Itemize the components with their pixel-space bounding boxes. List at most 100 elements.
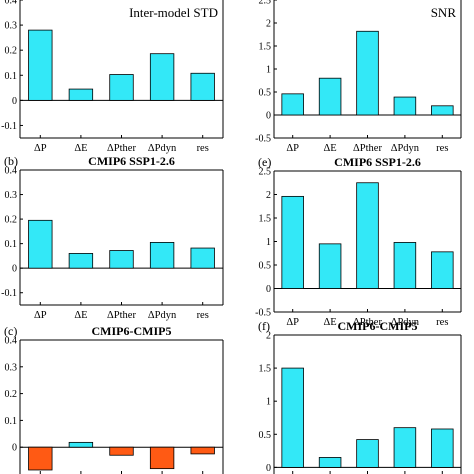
y-tick-label: 0	[266, 284, 271, 295]
panel-annotation: Inter-model STD	[129, 5, 218, 20]
bar-res	[190, 247, 215, 269]
y-tick-label: 0	[266, 111, 271, 122]
bar-ΔPther	[109, 250, 134, 269]
y-tick-label: 0.2	[5, 215, 18, 226]
bar-ΔPdyn	[149, 53, 175, 101]
y-tick-label: 2	[266, 331, 271, 342]
x-tick-label: ΔP	[34, 143, 47, 154]
y-tick-label: 0.1	[5, 239, 18, 250]
y-tick-label: -0.1	[1, 288, 17, 299]
y-tick-label: -0.5	[255, 134, 271, 145]
bar-ΔPdyn	[393, 242, 417, 289]
y-tick-label: 0.5	[259, 88, 272, 99]
x-tick-label: ΔPther	[353, 143, 382, 154]
bar-ΔPther	[356, 182, 379, 289]
bar-ΔE	[318, 77, 342, 116]
y-tick-label: 0.3	[5, 190, 18, 201]
y-tick-label: 2.5	[259, 0, 272, 7]
x-tick-label: ΔE	[74, 310, 87, 321]
panel-annotation: SNR	[431, 5, 457, 20]
y-tick-label: 0.4	[5, 0, 18, 7]
panel-label: (f)	[258, 319, 270, 333]
y-tick-label: 2	[266, 19, 271, 30]
bar-ΔPdyn	[149, 446, 175, 470]
bar-ΔPdyn	[393, 427, 417, 468]
x-tick-label: ΔE	[74, 143, 87, 154]
x-tick-label: ΔP	[286, 317, 299, 328]
y-tick-label: 0.4	[5, 336, 18, 347]
panel-3: -0.1 0 0.1 0.2 0.3 0.4 ΔP ΔE ΔPther ΔPdyn res (b) CM…	[1, 154, 224, 321]
x-tick-label: ΔE	[324, 143, 337, 154]
panel-title: CMIP6 SSP1-2.6	[88, 154, 175, 168]
x-tick-label: res	[197, 310, 209, 321]
x-tick-label: ΔPther	[353, 317, 382, 328]
bar-ΔE	[68, 88, 94, 101]
y-tick-label: 0.4	[5, 166, 18, 177]
panel-label: (c)	[4, 324, 17, 338]
bar-res	[431, 105, 454, 116]
x-tick-label: ΔPdyn	[391, 143, 420, 154]
panel-title: CMIP6-CMIP5	[92, 324, 172, 338]
bar-ΔP	[28, 29, 53, 101]
y-tick-label: -0.1	[1, 121, 17, 132]
bar-res	[431, 251, 454, 289]
y-tick-label: 2.5	[259, 167, 272, 178]
y-tick-label: 0	[266, 463, 271, 474]
panel-title: CMIP6 SSP1-2.6	[334, 155, 421, 169]
y-tick-label: 1	[266, 397, 271, 408]
y-tick-label: 0.2	[5, 389, 18, 400]
x-tick-label: ΔE	[324, 317, 337, 328]
y-tick-label: 2	[266, 190, 271, 201]
bar-ΔP	[28, 446, 53, 471]
bar-ΔPther	[356, 439, 379, 468]
x-tick-label: ΔPther	[107, 143, 136, 154]
panel-4: -0.5 0 0.5 1 1.5 2 2.5 ΔP ΔE ΔPther ΔPdyn res (e) CMI…	[255, 155, 462, 328]
bar-res	[190, 446, 215, 455]
bar-ΔPdyn	[149, 242, 175, 269]
bar-ΔE	[68, 441, 94, 448]
y-tick-label: 1	[266, 237, 271, 248]
y-tick-label: 0	[12, 264, 17, 275]
y-tick-label: 1.5	[259, 42, 272, 53]
bar-res	[190, 72, 215, 101]
x-tick-label: ΔP	[286, 143, 299, 154]
y-tick-label: 1.5	[259, 214, 272, 225]
x-tick-label: res	[436, 317, 448, 328]
bar-ΔP	[28, 219, 53, 269]
y-tick-label: 0.1	[5, 71, 18, 82]
bar-ΔPdyn	[393, 96, 417, 116]
x-tick-label: ΔPdyn	[148, 310, 177, 321]
bar-ΔPther	[109, 74, 134, 101]
y-tick-label: 0.2	[5, 46, 18, 57]
bar-ΔP	[281, 367, 304, 468]
x-tick-label: ΔPdyn	[391, 317, 420, 328]
bar-ΔPther	[356, 30, 379, 116]
y-tick-label: 0.5	[259, 261, 272, 272]
panel-5: 0 0.1 0.2 0.3 0.4(c) CMIP6-CMIP5	[4, 324, 224, 474]
y-tick-label: -0.5	[255, 308, 271, 319]
x-tick-label: ΔP	[34, 310, 47, 321]
bar-ΔE	[68, 253, 94, 269]
y-tick-label: 0.5	[259, 430, 272, 441]
y-tick-label: 0.3	[5, 362, 18, 373]
bar-ΔP	[281, 195, 304, 289]
bar-ΔE	[318, 457, 342, 468]
y-tick-label: 0	[12, 96, 17, 107]
x-tick-label: ΔPther	[107, 310, 136, 321]
panel-label: (b)	[4, 154, 18, 168]
y-tick-label: 0.1	[5, 416, 18, 427]
bar-res	[431, 428, 454, 468]
x-tick-label: ΔPdyn	[148, 143, 177, 154]
panel-title: CMIP6-CMIP5	[338, 319, 418, 333]
panel-6: 0 0.5 1 1.5 2(f) CMIP6-CMIP5	[258, 319, 462, 474]
panel-2: -0.5 0 0.5 1 1.5 2 2.5 ΔP ΔE ΔPther ΔPdyn res SNR	[255, 0, 462, 154]
x-tick-label: res	[436, 143, 448, 154]
x-tick-label: res	[197, 143, 209, 154]
y-tick-label: 1.5	[259, 364, 272, 375]
bar-ΔP	[281, 93, 304, 116]
bar-ΔPther	[109, 446, 134, 456]
panel-1: -0.1 0 0.1 0.2 0.3 0.4 ΔP ΔE ΔPther ΔPdyn res Inter…	[1, 0, 224, 154]
panel-label: (e)	[258, 155, 271, 169]
y-tick-label: 0	[12, 443, 17, 454]
